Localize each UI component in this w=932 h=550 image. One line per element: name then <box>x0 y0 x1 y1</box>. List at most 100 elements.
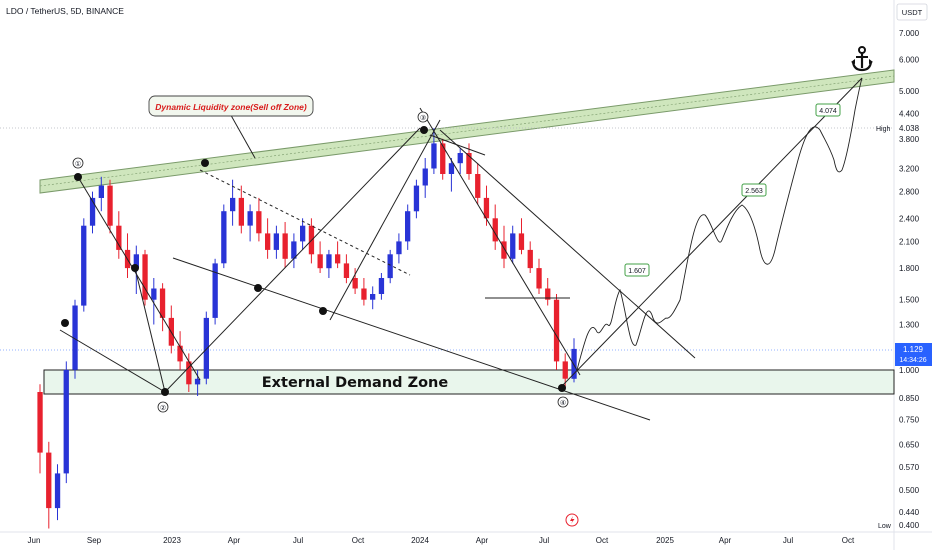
supply-zone[interactable] <box>39 69 895 194</box>
candle-body <box>518 233 525 250</box>
pivot-point <box>254 284 262 292</box>
pivot-point <box>131 264 139 272</box>
candle-body <box>98 185 104 198</box>
candle-body <box>142 254 148 300</box>
projected-path <box>576 77 863 371</box>
candle-body <box>343 263 350 278</box>
price-tick-label: 3.200 <box>899 165 920 174</box>
candle-body <box>256 211 262 234</box>
trendline-projection <box>561 77 863 387</box>
time-tick-label: Apr <box>228 536 241 545</box>
trendlines <box>59 77 863 421</box>
candle-body <box>440 143 446 174</box>
candle-body <box>107 185 113 226</box>
target-badge-label: 4.074 <box>819 108 837 115</box>
candle-body <box>501 241 507 259</box>
time-tick-label: Jul <box>783 536 793 545</box>
candle-body <box>448 163 455 174</box>
candle-body <box>361 288 367 300</box>
time-tick-label: Apr <box>476 536 489 545</box>
candle-body <box>177 345 183 362</box>
currency-button[interactable] <box>896 3 928 21</box>
trendline-b <box>59 329 166 393</box>
target-badges: 1.607 2.563 4.074 <box>624 103 841 277</box>
time-tick-label: Apr <box>719 536 732 545</box>
time-tick-label: Sep <box>87 536 102 545</box>
candle-body <box>396 241 402 255</box>
candle-body <box>238 197 244 226</box>
candle-body <box>378 278 385 294</box>
candle-body <box>63 369 69 474</box>
pivot-point <box>201 159 209 167</box>
wave-labels: ① ② ③ ④ <box>72 111 569 413</box>
trendline-f <box>419 107 581 376</box>
candle-body <box>265 233 271 250</box>
candle-body <box>326 254 332 269</box>
currency-label: USDT <box>902 8 923 17</box>
candle-body <box>300 225 306 242</box>
candle-body <box>194 378 201 385</box>
candle-body <box>72 305 78 370</box>
anchor-icon <box>851 46 873 72</box>
candle-body <box>273 233 279 250</box>
time-tick-label: 2024 <box>411 536 429 545</box>
target-badge-label: 1.607 <box>628 268 646 275</box>
time-tick-label: Oct <box>352 536 365 545</box>
target-badge[interactable] <box>741 183 767 197</box>
candle-body <box>422 168 428 186</box>
trendline-d <box>172 257 651 421</box>
candle-body <box>457 153 463 164</box>
candle-body <box>37 392 43 453</box>
price-tick-label: 0.750 <box>899 416 920 425</box>
price-tick-label: 0.500 <box>899 486 920 495</box>
wave-label-1: ① <box>75 160 81 168</box>
candle-body <box>159 288 166 318</box>
price-axis[interactable] <box>894 0 932 550</box>
price-tick-label: 1.300 <box>899 321 920 330</box>
candle-body <box>370 294 376 300</box>
target-badge-label: 2.563 <box>745 188 763 195</box>
wave-label-3: ③ <box>420 114 426 122</box>
target-badge[interactable] <box>815 103 841 117</box>
candle-body <box>466 153 472 174</box>
candle-body <box>405 211 411 242</box>
candle-body <box>291 241 297 259</box>
pivot-point <box>319 307 327 315</box>
candle-body <box>483 197 490 219</box>
low-value: 0.400 <box>899 521 920 530</box>
wave-label-4: ④ <box>560 399 566 407</box>
candle-body <box>317 254 323 269</box>
time-tick-label: Oct <box>596 536 609 545</box>
low-label: Low <box>878 523 892 530</box>
price-tick-label: 0.650 <box>899 440 920 449</box>
candle-body <box>89 197 96 226</box>
candle-body <box>212 263 218 318</box>
price-tick-label: 2.800 <box>899 188 920 197</box>
high-label: High <box>876 126 891 133</box>
candle-body <box>133 254 139 269</box>
candle-body <box>81 225 87 306</box>
trendline-e <box>329 119 441 321</box>
candle-body <box>536 268 542 289</box>
price-tick-label: 3.800 <box>899 135 920 144</box>
target-badge[interactable] <box>624 263 650 277</box>
candle-body <box>247 211 253 226</box>
plot-area[interactable] <box>0 0 894 532</box>
candle-body <box>46 452 52 509</box>
candle-body <box>413 185 420 212</box>
time-tick-label: 2025 <box>656 536 674 545</box>
candle-body <box>282 233 288 259</box>
candle-body <box>553 299 560 362</box>
demand-zone[interactable] <box>43 369 895 395</box>
candle-body <box>562 361 568 379</box>
flash-icon[interactable] <box>565 513 579 527</box>
supply-zone-callout[interactable] <box>148 95 314 117</box>
price-tick-label: 1.000 <box>899 366 920 375</box>
callout-pointer <box>227 109 256 159</box>
trendline-a <box>77 176 201 381</box>
supply-zone-label: Dynamic Liquidity zone(Sell off Zone) <box>155 102 307 112</box>
candle-body <box>352 278 358 289</box>
time-tick-label: 2023 <box>163 536 181 545</box>
